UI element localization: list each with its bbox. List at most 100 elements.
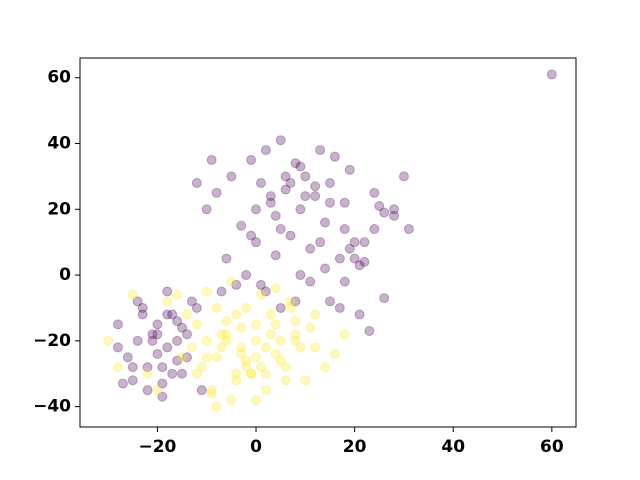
scatter-point — [339, 224, 350, 235]
scatter-point — [265, 197, 276, 208]
x-tick-label: −20 — [138, 437, 176, 457]
scatter-point — [177, 322, 188, 333]
scatter-point — [379, 293, 390, 304]
scatter-point — [265, 191, 276, 202]
scatter-point — [172, 316, 183, 327]
plot-frame — [79, 57, 577, 428]
scatter-point — [285, 177, 296, 188]
scatter-point — [137, 302, 148, 313]
scatter-point — [285, 302, 296, 313]
scatter-point — [152, 329, 163, 340]
scatter-point — [191, 302, 202, 313]
scatter-point — [260, 385, 271, 396]
scatter-point — [191, 319, 202, 330]
scatter-point — [280, 184, 291, 195]
scatter-point — [196, 385, 207, 396]
scatter-point — [285, 230, 296, 241]
scatter-point — [295, 270, 306, 281]
scatter-point — [369, 187, 380, 198]
scatter-point — [295, 204, 306, 215]
scatter-point — [142, 362, 153, 373]
scatter-point — [389, 204, 400, 215]
y-tick-label: 60 — [47, 68, 71, 88]
scatter-point — [255, 177, 266, 188]
scatter-point — [112, 342, 123, 353]
scatter-point — [329, 151, 340, 162]
scatter-point — [201, 204, 212, 215]
scatter-point — [359, 237, 370, 248]
scatter-point — [172, 335, 183, 346]
scatter-point — [122, 352, 133, 363]
scatter-point — [206, 154, 217, 165]
scatter-point — [162, 296, 173, 307]
scatter-point — [241, 355, 252, 366]
scatter-point — [191, 177, 202, 188]
scatter-point — [226, 171, 237, 182]
scatter-point — [221, 316, 232, 327]
scatter-point — [305, 276, 316, 287]
scatter-point — [112, 362, 123, 373]
scatter-point — [157, 362, 168, 373]
scatter-point — [320, 217, 331, 228]
scatter-point — [260, 286, 271, 297]
scatter-point — [334, 253, 345, 264]
scatter-point — [315, 145, 326, 156]
scatter-point — [132, 335, 143, 346]
scatter-point — [280, 362, 291, 373]
scatter-point — [226, 276, 237, 287]
scatter-point — [255, 362, 266, 373]
scatter-point — [398, 171, 409, 182]
scatter-point — [275, 355, 286, 366]
scatter-point — [201, 352, 212, 363]
scatter-point — [270, 283, 281, 294]
scatter-point — [546, 69, 557, 80]
scatter-point — [295, 342, 306, 353]
scatter-point — [275, 224, 286, 235]
scatter-point — [117, 378, 128, 389]
scatter-point — [339, 197, 350, 208]
scatter-point — [329, 348, 340, 359]
scatter-point — [216, 342, 227, 353]
scatter-point — [211, 187, 222, 198]
scatter-point — [270, 250, 281, 261]
scatter-point — [251, 395, 262, 406]
scatter-point — [147, 335, 158, 346]
scatter-point — [236, 220, 247, 231]
scatter-point — [157, 378, 168, 389]
scatter-point — [359, 256, 370, 267]
scatter-point — [290, 316, 301, 327]
scatter-point — [339, 329, 350, 340]
scatter-point — [389, 210, 400, 221]
scatter-point — [162, 309, 173, 320]
y-tick-label: 20 — [47, 199, 71, 219]
scatter-point — [127, 289, 138, 300]
scatter-point — [241, 302, 252, 313]
scatter-point — [251, 204, 262, 215]
scatter-point — [251, 352, 262, 363]
scatter-point — [191, 368, 202, 379]
scatter-point — [379, 207, 390, 218]
scatter-point — [246, 368, 257, 379]
scatter-point — [305, 243, 316, 254]
scatter-point — [246, 230, 257, 241]
scatter-point — [265, 329, 276, 340]
scatter-point — [241, 362, 252, 373]
scatter-point — [255, 289, 266, 300]
scatter-point — [112, 319, 123, 330]
scatter-point — [260, 368, 271, 379]
scatter-point — [374, 200, 385, 211]
scatter-point — [285, 296, 296, 307]
scatter-point — [142, 368, 153, 379]
scatter-point — [364, 325, 375, 336]
scatter-point — [270, 319, 281, 330]
scatter-point — [177, 352, 188, 363]
scatter-point — [127, 362, 138, 373]
scatter-point — [349, 237, 360, 248]
scatter-point — [181, 329, 192, 340]
scatter-point — [127, 375, 138, 386]
scatter-point — [251, 319, 262, 330]
scatter-point — [236, 322, 247, 333]
scatter-point — [162, 286, 173, 297]
scatter-point — [251, 335, 262, 346]
